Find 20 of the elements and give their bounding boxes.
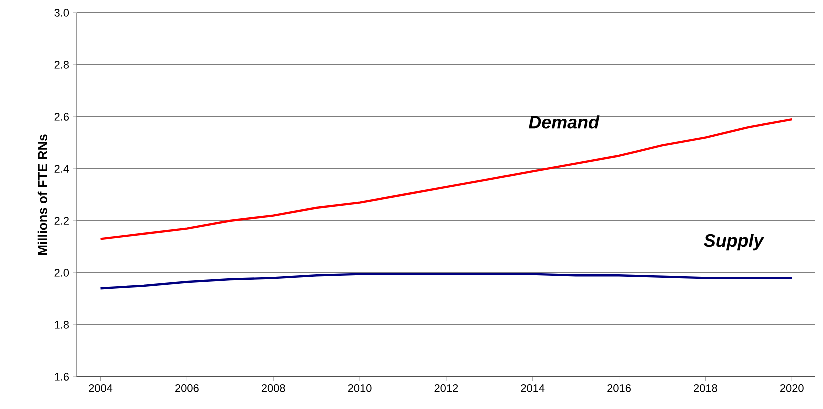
x-tick-label: 2012	[434, 384, 458, 392]
y-tick-label: 2.2	[54, 217, 69, 225]
y-axis-title: Millions of FTE RNs	[38, 134, 48, 255]
y-tick-label: 1.6	[55, 373, 70, 381]
x-tick-label: 2010	[348, 384, 372, 392]
y-tick-label: 2.4	[54, 165, 70, 173]
x-tick-label: 2004	[89, 384, 113, 392]
x-tick-label: 2014	[521, 384, 545, 392]
x-tick-label: 2016	[608, 384, 631, 392]
x-tick-label: 2008	[262, 384, 286, 392]
y-tick-label: 2.8	[54, 61, 70, 69]
series-label: Supply	[704, 234, 764, 251]
y-tick-label: 3.0	[54, 9, 70, 17]
series-label: Demand	[529, 116, 600, 129]
y-tick-label: 1.8	[55, 321, 70, 329]
y-tick-label: 2.0	[54, 269, 70, 277]
y-tick-label: 2.6	[54, 113, 70, 121]
x-tick-label: 2020	[780, 384, 804, 392]
x-tick-label: 2006	[176, 384, 199, 392]
x-tick-label: 2018	[694, 384, 718, 392]
